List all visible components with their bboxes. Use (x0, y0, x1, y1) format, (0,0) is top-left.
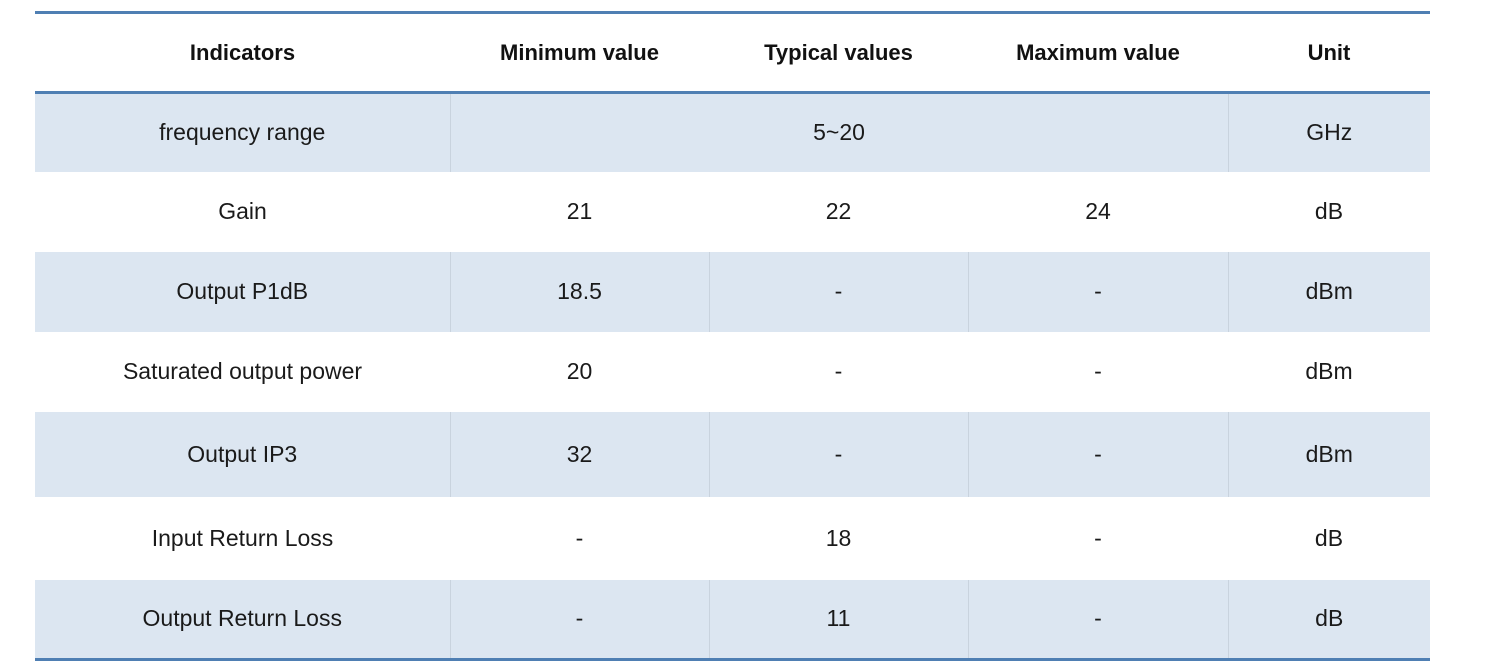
cell-typ: - (708, 251, 968, 332)
specifications-table: Indicators Minimum value Typical values … (35, 11, 1430, 661)
cell-frequency-range-value: 5~20 (449, 92, 1228, 172)
cell-indicator: Output P1dB (35, 251, 450, 332)
cell-indicator: Saturated output power (35, 331, 450, 412)
cell-indicator: Gain (35, 171, 450, 252)
cell-unit: dB (1228, 171, 1430, 252)
cell-max: 24 (968, 171, 1228, 252)
table-header: Indicators Minimum value Typical values … (35, 12, 1430, 94)
table-row-output-return-loss: Output Return Loss - 11 - dB (35, 579, 1430, 660)
cell-min: - (449, 579, 709, 660)
cell-unit: dB (1227, 579, 1430, 660)
table-row-output-p1db: Output P1dB 18.5 - - dBm (35, 251, 1430, 332)
cell-indicator: Input Return Loss (35, 496, 450, 580)
cell-min: 18.5 (449, 251, 709, 332)
cell-max: - (967, 411, 1228, 497)
table-row-saturated-output-power: Saturated output power 20 - - dBm (35, 331, 1430, 412)
header-unit: Unit (1228, 12, 1430, 94)
cell-indicator: Output IP3 (35, 411, 450, 497)
cell-max: - (968, 496, 1228, 580)
header-typical-values: Typical values (709, 12, 968, 94)
table-row-input-return-loss: Input Return Loss - 18 - dB (35, 496, 1430, 580)
cell-unit: dBm (1228, 331, 1430, 412)
table-row-output-ip3: Output IP3 32 - - dBm (35, 411, 1430, 497)
header-indicators: Indicators (35, 12, 450, 94)
cell-unit: dBm (1227, 411, 1430, 497)
cell-min: 20 (450, 331, 709, 412)
table-body: frequency range 5~20 GHz Gain 21 22 24 d… (35, 92, 1430, 660)
cell-unit: GHz (1227, 92, 1430, 172)
cell-indicator: frequency range (35, 92, 450, 172)
header-minimum-value: Minimum value (450, 12, 709, 94)
header-maximum-value: Maximum value (968, 12, 1228, 94)
cell-typ: 22 (709, 171, 968, 252)
cell-typ: 11 (708, 579, 968, 660)
cell-min: 21 (450, 171, 709, 252)
cell-max: - (967, 579, 1228, 660)
cell-min: - (450, 496, 709, 580)
cell-max: - (968, 331, 1228, 412)
cell-typ: - (709, 331, 968, 412)
cell-min: 32 (449, 411, 709, 497)
table-row-frequency-range: frequency range 5~20 GHz (35, 92, 1430, 172)
cell-typ: 18 (709, 496, 968, 580)
table-row-gain: Gain 21 22 24 dB (35, 171, 1430, 252)
cell-indicator: Output Return Loss (35, 579, 450, 660)
cell-unit: dB (1228, 496, 1430, 580)
cell-unit: dBm (1227, 251, 1430, 332)
cell-typ: - (708, 411, 968, 497)
header-row: Indicators Minimum value Typical values … (35, 12, 1430, 94)
cell-max: - (967, 251, 1228, 332)
